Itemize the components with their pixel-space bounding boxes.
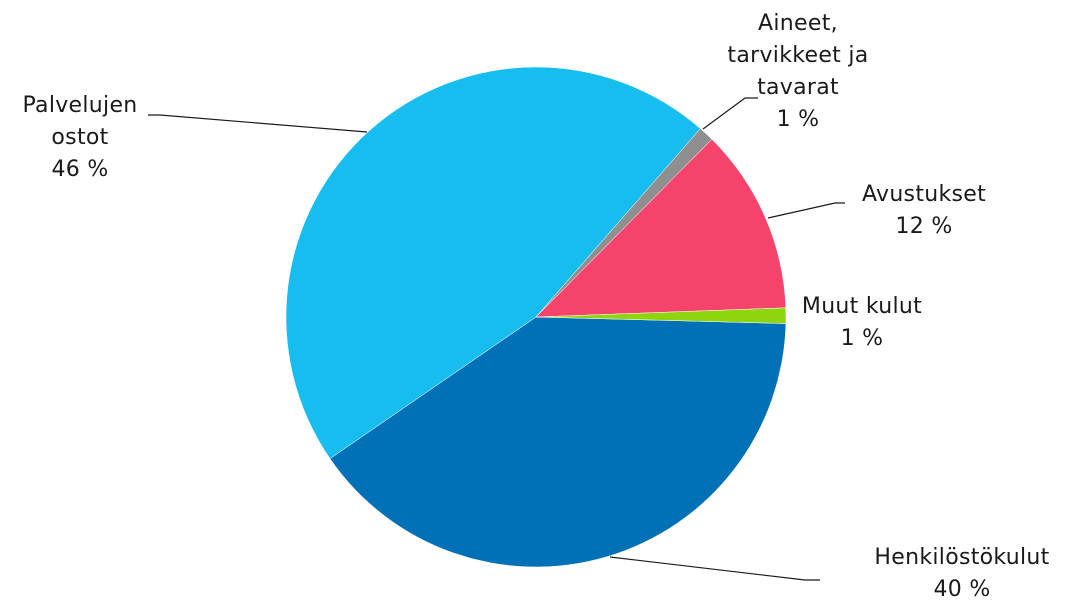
slice-label-line: tarvikkeet ja xyxy=(727,43,868,68)
slice-label-3: Avustukset 12 % xyxy=(862,182,986,239)
slice-percent-1: 46 % xyxy=(51,157,108,182)
slice-label-line: Henkilöstökulut xyxy=(874,545,1049,570)
slice-label-4: Muut kulut 1 % xyxy=(802,294,922,351)
slice-percent-3: 12 % xyxy=(895,214,952,239)
slice-label-line: Palvelujen xyxy=(22,93,137,118)
slice-label-1: Palvelujen ostot 46 % xyxy=(22,93,137,182)
pie-slice-0 xyxy=(329,316,787,568)
slice-label-line: tavarat xyxy=(757,75,839,100)
slice-label-2: Aineet, tarvikkeet ja tavarat 1 % xyxy=(727,11,868,132)
slice-label-0: Henkilöstökulut 40 % xyxy=(874,545,1049,601)
leader-line-3 xyxy=(767,202,845,219)
pie-slice-3 xyxy=(535,138,787,318)
slice-percent-4: 1 % xyxy=(841,326,884,351)
pie-slice-4 xyxy=(535,307,787,324)
slice-label-line: Aineet, xyxy=(758,11,838,36)
slice-label-line: ostot xyxy=(51,125,108,150)
leader-line-0 xyxy=(609,556,820,581)
leader-line-1 xyxy=(148,114,368,133)
slice-label-line: Avustukset xyxy=(862,182,986,207)
slice-label-line: Muut kulut xyxy=(802,294,922,319)
pie-slice-1 xyxy=(285,66,701,459)
slice-percent-0: 40 % xyxy=(933,577,990,601)
leader-line-2 xyxy=(702,97,758,130)
slice-percent-2: 1 % xyxy=(777,107,820,132)
